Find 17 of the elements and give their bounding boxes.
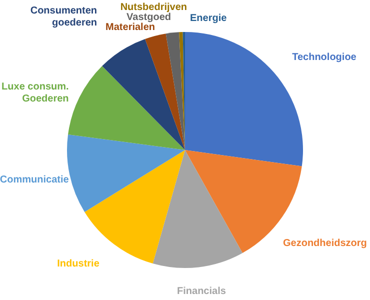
slice-label: Financials — [177, 286, 226, 298]
pie-slice — [152, 150, 242, 268]
slice-label: Communicatie — [0, 174, 70, 186]
slice-label: Materialen — [106, 22, 155, 33]
slice-label: Energie — [190, 13, 228, 24]
pie-slice — [102, 38, 185, 150]
pie-slice — [68, 66, 185, 150]
pie-slice — [145, 34, 185, 150]
slice-label: Technologioe — [292, 52, 357, 63]
slice-label: Consumenten goederen — [30, 5, 98, 28]
slice-label: Gezondheidszorg — [283, 238, 367, 250]
slice-label: Industrie — [57, 258, 100, 270]
slice-label: Nutsbedrijven — [120, 2, 187, 13]
pie-slice — [67, 134, 185, 212]
pie-slice — [166, 32, 185, 150]
slice-label: Luxe consum. Goederen — [2, 82, 70, 105]
slice-label: Vastgoed — [126, 12, 171, 23]
